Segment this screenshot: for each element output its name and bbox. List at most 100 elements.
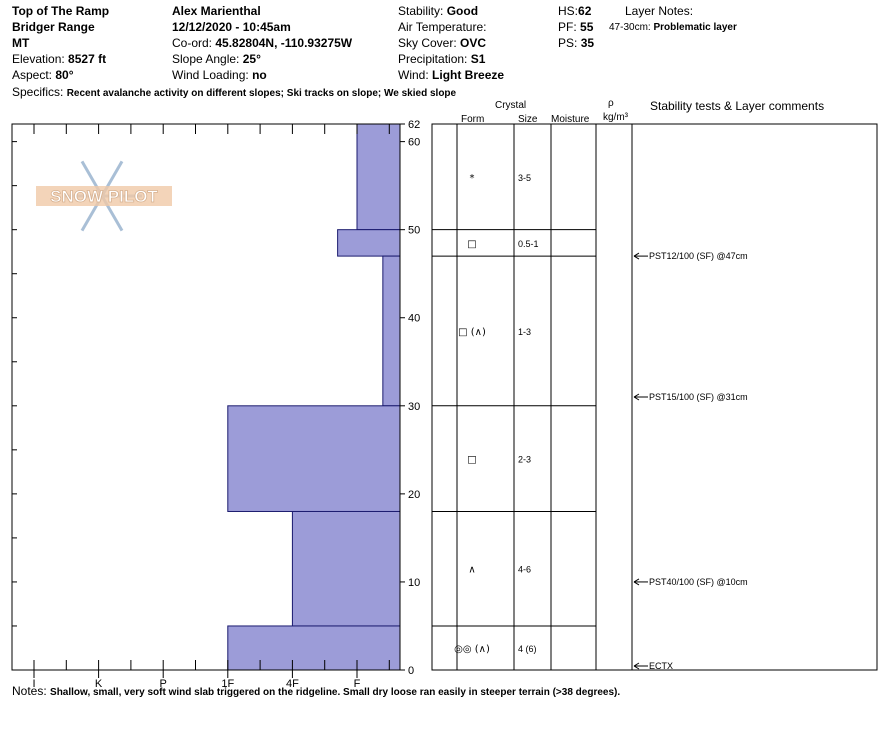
- crystal-form: *: [470, 173, 475, 184]
- hardness-frame: [11, 123, 401, 671]
- layer-note: 47-30cm: Problematic layer: [609, 21, 737, 35]
- specifics-value: Recent avalanche activity on different s…: [66, 88, 457, 99]
- hardness-tick-label: I: [32, 678, 35, 690]
- slope-label: Slope Angle:: [172, 52, 240, 66]
- sky-value: OVC: [460, 36, 487, 50]
- moisture-heading: Moisture: [551, 114, 590, 125]
- test-label: ECTX: [649, 661, 673, 671]
- datetime: 12/12/2020 - 10:45am: [172, 20, 291, 34]
- pf: PF: 55: [558, 20, 593, 34]
- crystal-size: 0.5-1: [518, 239, 539, 249]
- location-name: Top of The Ramp: [12, 4, 110, 18]
- hardness-bar: [227, 625, 401, 671]
- height-axis: 0 10 20 30 40 50 60 62: [12, 119, 420, 677]
- hardness-tick-label: P: [160, 678, 167, 690]
- height-tick-label: 40: [408, 313, 420, 325]
- layer-note-range: 47-30cm:: [609, 22, 651, 33]
- hs-label: HS:: [558, 4, 579, 18]
- aspect-label: Aspect:: [12, 68, 53, 82]
- coordinates: Co-ord: 45.82804N, -110.93275W: [172, 36, 352, 50]
- slope-value: 25°: [242, 52, 261, 66]
- hardness-bars: [227, 123, 401, 671]
- pf-value: 55: [580, 20, 594, 34]
- density-unit: kg/m³: [603, 112, 628, 123]
- crystal-size: 2-3: [518, 455, 531, 465]
- hardness-bar: [291, 510, 401, 627]
- notes: Notes: Shallow, small, very soft wind sl…: [12, 684, 620, 700]
- aspect-value: 80°: [55, 68, 74, 82]
- height-tick-label: 20: [408, 489, 420, 501]
- chart-frames: [11, 123, 878, 671]
- notes-label: Notes:: [12, 684, 47, 698]
- ps: PS: 35: [558, 36, 594, 50]
- coord-value: 45.82804N, -110.93275W: [215, 36, 353, 50]
- specifics: Specifics: Recent avalanche activity on …: [12, 85, 456, 101]
- layer-frame: [431, 123, 878, 671]
- crystal-form: ∧: [468, 565, 475, 576]
- crystal-form: □: [467, 455, 476, 466]
- hardness-tick-label: F: [354, 678, 361, 690]
- state: MT: [12, 36, 30, 50]
- size-heading: Size: [518, 114, 538, 125]
- elevation-label: Elevation:: [12, 52, 65, 66]
- crystal-table: * 3-5 □ 0.5-1 □ (∧) 1-3 □ 2-3 ∧ 4-6 ◎◎ (∧) 4 (6): [432, 123, 596, 671]
- coord-label: Co-ord:: [172, 36, 213, 50]
- form-heading: Form: [461, 114, 485, 125]
- test-label: PST12/100 (SF) @47cm: [649, 251, 748, 261]
- precipitation: Precipitation: S1: [398, 52, 485, 66]
- stability-label: Stability:: [398, 4, 444, 18]
- wind-label: Wind:: [398, 68, 429, 82]
- layer-note-text: Problematic layer: [653, 22, 737, 33]
- crystal-form: □ (∧): [458, 327, 486, 338]
- height-tick-label: 50: [408, 225, 420, 237]
- hardness-tick-label: K: [95, 678, 103, 690]
- stability-tests: PST12/100 (SF) @47cm PST15/100 (SF) @31cm…: [633, 251, 748, 671]
- slope-angle: Slope Angle: 25°: [172, 52, 261, 66]
- notes-text: Shallow, small, very soft wind slab trig…: [50, 687, 621, 698]
- sky-cover: Sky Cover: OVC: [398, 36, 486, 50]
- air-temperature-label: Air Temperature:: [398, 20, 487, 34]
- wind-value: Light Breeze: [432, 68, 505, 82]
- crystal-size: 3-5: [518, 173, 531, 183]
- hardness-bar: [227, 405, 401, 512]
- stability-heading: Stability tests & Layer comments: [650, 99, 825, 113]
- hs-value: 62: [578, 4, 592, 18]
- ps-label: PS:: [558, 36, 578, 50]
- crystal-form: ◎◎ (∧): [454, 644, 490, 655]
- watermark-text: SNOW PILOT: [50, 187, 158, 206]
- watermark-band: [36, 186, 172, 206]
- height-tick-label: 62: [408, 119, 420, 131]
- crystal-heading: Crystal: [495, 100, 527, 111]
- crystal-size: 4 (6): [518, 644, 537, 654]
- elevation-value: 8527 ft: [68, 52, 107, 66]
- precip-label: Precipitation:: [398, 52, 468, 66]
- hs: HS:62: [558, 4, 591, 18]
- rho-heading: ρ: [608, 98, 614, 109]
- test-label: PST40/100 (SF) @10cm: [649, 577, 748, 587]
- crystal-size: 1-3: [518, 327, 531, 337]
- height-tick-label: 30: [408, 401, 420, 413]
- crystal-form: □: [467, 239, 476, 250]
- hardness-tick-label: 4F: [286, 678, 299, 690]
- test-label: PST15/100 (SF) @31cm: [649, 392, 748, 402]
- hardness-bar: [382, 255, 401, 407]
- height-tick-label: 0: [408, 665, 414, 677]
- test-arrow-head: [633, 662, 640, 670]
- height-tick-label: 10: [408, 577, 420, 589]
- wind-loading-value: no: [252, 68, 267, 82]
- test-arrow-head: [633, 393, 640, 401]
- sky-label: Sky Cover:: [398, 36, 457, 50]
- hardness-axis: I K P 1F 4F F: [32, 124, 390, 690]
- ps-value: 35: [580, 36, 595, 50]
- elevation: Elevation: 8527 ft: [12, 52, 106, 66]
- stability-value: Good: [446, 4, 479, 18]
- wind: Wind: Light Breeze: [398, 68, 504, 82]
- hardness-bar: [337, 229, 401, 257]
- pf-label: PF:: [558, 20, 577, 34]
- mountain-range: Bridger Range: [12, 20, 95, 34]
- height-tick-label: 60: [408, 137, 420, 149]
- hardness-tick-label: 1F: [221, 678, 234, 690]
- specifics-label: Specifics:: [12, 85, 64, 99]
- test-arrow-head: [633, 578, 640, 586]
